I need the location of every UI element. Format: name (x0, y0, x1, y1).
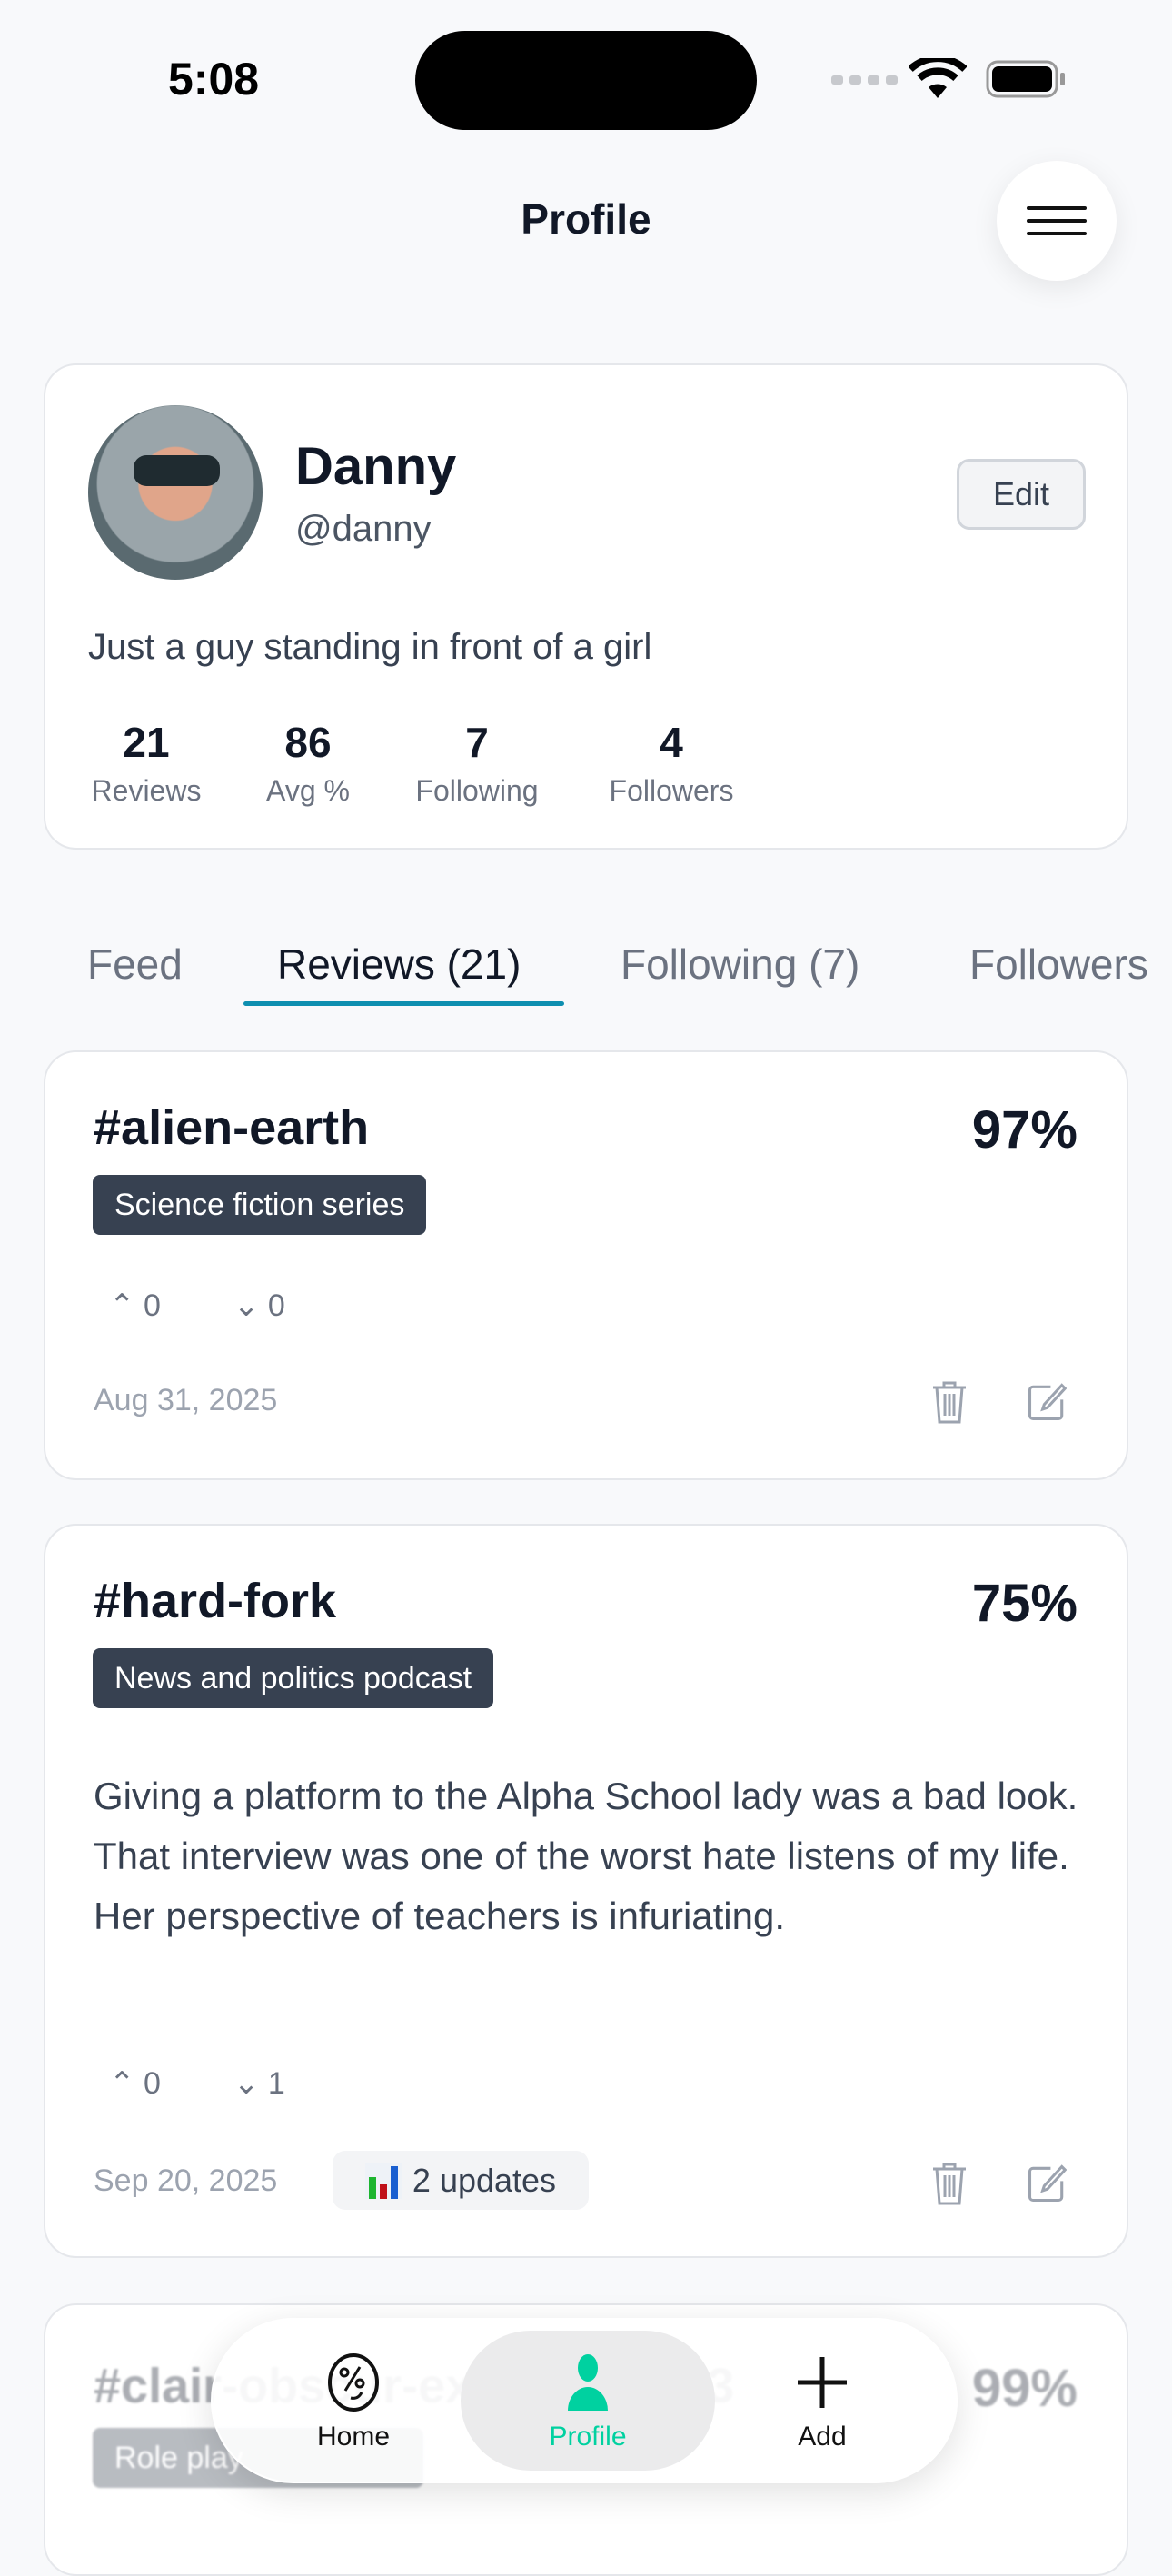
upvote-count: 0 (143, 1288, 161, 1323)
chevron-down-icon: ⌄ (233, 2066, 260, 2101)
review-date: Aug 31, 2025 (94, 1383, 278, 1417)
avatar (88, 405, 263, 580)
review-card[interactable] (44, 1524, 1128, 2258)
profile-handle: @danny (295, 509, 432, 549)
category-tag: News and politics podcast (93, 1648, 494, 1708)
downvote-count: 1 (267, 2066, 285, 2101)
plus-icon (798, 2357, 847, 2408)
chevron-down-icon: ⌄ (233, 1288, 260, 1323)
tab-reviews[interactable]: Reviews (21) (277, 940, 521, 988)
person-icon (568, 2354, 608, 2411)
nav-label: Profile (549, 2422, 627, 2452)
tab-following[interactable]: Following (7) (621, 940, 860, 988)
review-title[interactable]: #alien-earth (94, 1100, 370, 1155)
tab-feed[interactable]: Feed (87, 940, 183, 988)
upvote-button[interactable]: ⌃ 0 (109, 1288, 161, 1324)
stat-value: 86 (284, 719, 332, 766)
nav-label: Add (798, 2422, 847, 2452)
category-tag: Science fiction series (93, 1175, 427, 1235)
stat-value: 7 (465, 719, 489, 766)
menu-button[interactable] (997, 161, 1117, 281)
stat-avg: 86 Avg % (226, 718, 390, 808)
stat-followers[interactable]: 4 Followers (590, 718, 753, 808)
stat-reviews[interactable]: 21 Reviews (65, 718, 228, 808)
review-body: Giving a platform to the Alpha School la… (94, 1775, 1078, 1937)
review-title[interactable]: #hard-fork (94, 1574, 337, 1628)
review-score: 97% (971, 1100, 1078, 1159)
upvote-count: 0 (143, 2066, 161, 2101)
edit-profile-button[interactable]: Edit (957, 459, 1086, 530)
battery-icon (986, 60, 1065, 98)
nav-home[interactable]: Home (263, 2320, 444, 2485)
profile-name: Danny (295, 437, 457, 496)
chevron-up-icon: ⌃ (109, 2066, 135, 2101)
stat-label: Followers (609, 774, 734, 807)
stat-label: Reviews (91, 774, 202, 807)
downvote-count: 0 (267, 1288, 285, 1323)
stat-label: Avg % (266, 774, 350, 807)
trash-icon[interactable] (929, 1379, 969, 1425)
downvote-button[interactable]: ⌄ 1 (233, 2065, 285, 2102)
updates-badge[interactable]: 2 updates (333, 2151, 589, 2210)
wifi-icon (909, 58, 967, 98)
chevron-up-icon: ⌃ (109, 1288, 135, 1323)
signal-icon (831, 75, 898, 85)
active-tab-indicator (243, 1001, 564, 1006)
stat-value: 4 (660, 719, 683, 766)
review-score: 99% (971, 2359, 1078, 2418)
bar-chart-icon (364, 2162, 402, 2199)
edit-icon[interactable] (1027, 1379, 1067, 1425)
nav-label: Home (316, 2422, 391, 2452)
dynamic-island (415, 31, 757, 130)
nav-profile[interactable]: Profile (497, 2320, 679, 2485)
bottom-tab-bar: Home Profile Add (211, 2318, 958, 2483)
stat-label: Following (415, 774, 539, 807)
trash-icon[interactable] (929, 2161, 969, 2206)
tab-followers[interactable]: Followers (969, 940, 1148, 988)
review-date: Sep 20, 2025 (94, 2163, 278, 2198)
updates-count: 2 updates (412, 2161, 557, 2199)
review-score: 75% (971, 1574, 1078, 1633)
stat-value: 21 (123, 719, 170, 766)
home-face-icon (328, 2353, 379, 2412)
profile-bio: Just a guy standing in front of a girl (88, 627, 652, 667)
nav-add[interactable]: Add (731, 2320, 913, 2485)
hamburger-icon (1027, 206, 1087, 210)
status-time: 5:08 (168, 54, 260, 104)
downvote-button[interactable]: ⌄ 0 (233, 1288, 285, 1324)
edit-icon[interactable] (1027, 2161, 1067, 2206)
review-card[interactable] (44, 1050, 1128, 1480)
upvote-button[interactable]: ⌃ 0 (109, 2065, 161, 2102)
page-title: Profile (521, 195, 651, 243)
stat-following[interactable]: 7 Following (395, 718, 559, 808)
